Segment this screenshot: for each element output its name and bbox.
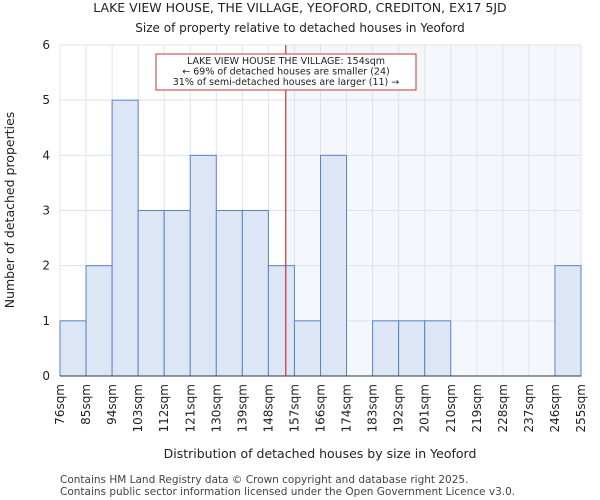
x-tick-label: 130sqm <box>209 384 223 432</box>
x-tick-label: 76sqm <box>53 384 67 425</box>
histogram-bar <box>372 320 400 377</box>
y-axis-label: Number of detached properties <box>2 112 17 309</box>
x-tick-label: 210sqm <box>444 384 458 432</box>
histogram-bar <box>424 320 452 377</box>
x-tick-label: 94sqm <box>105 384 119 425</box>
y-tick-label: 5 <box>42 93 50 107</box>
annotation-box <box>155 53 417 91</box>
y-tick-label: 4 <box>42 148 50 162</box>
footer-line-2: Contains public sector information licen… <box>60 486 515 498</box>
x-tick-label: 228sqm <box>496 384 510 432</box>
x-tick-label: 255sqm <box>574 384 588 432</box>
x-tick-label: 121sqm <box>183 384 197 432</box>
footer-line-1: Contains HM Land Registry data © Crown c… <box>60 474 468 486</box>
x-tick-label: 112sqm <box>157 384 171 432</box>
annotation-line: ← 69% of detached houses are smaller (24… <box>182 67 389 78</box>
histogram-bar <box>320 154 348 377</box>
annotation-line: LAKE VIEW HOUSE THE VILLAGE: 154sqm <box>187 56 385 67</box>
histogram-bar <box>163 210 191 377</box>
y-tick-label: 1 <box>42 314 50 328</box>
histogram-bar <box>267 265 295 377</box>
histogram-bar <box>398 320 426 377</box>
histogram-bar <box>189 154 217 377</box>
y-tick-label: 6 <box>42 38 50 52</box>
x-tick-label: 166sqm <box>314 384 328 432</box>
x-tick-label: 219sqm <box>470 384 484 432</box>
histogram-bar <box>59 320 87 377</box>
x-tick-label: 201sqm <box>418 384 432 432</box>
x-axis-label: Distribution of detached houses by size … <box>164 446 477 461</box>
histogram-bar <box>293 320 322 377</box>
histogram-bar <box>554 265 582 377</box>
x-tick-label: 85sqm <box>79 384 93 425</box>
histogram-bar <box>137 210 165 377</box>
x-tick-label: 103sqm <box>131 384 145 432</box>
plot-area: 0 1 2 3 4 5 6 76sqm 85sqm 94sqm 103sqm 112sqm 121sqm… <box>42 38 588 432</box>
annotation-line: 31% of semi-detached houses are larger (… <box>173 77 400 88</box>
chart-title: LAKE VIEW HOUSE, THE VILLAGE, YEOFORD, C… <box>93 0 506 15</box>
chart-subtitle: Size of property relative to detached ho… <box>135 21 464 35</box>
x-tick-label: 237sqm <box>522 384 536 432</box>
y-tick-label: 0 <box>42 369 50 383</box>
x-tick-label: 246sqm <box>548 384 562 432</box>
y-tick-label: 2 <box>42 259 50 273</box>
y-tick-label: 3 <box>42 204 50 218</box>
x-tick-label: 174sqm <box>340 384 354 432</box>
x-tick-label: 192sqm <box>392 384 406 432</box>
histogram-bar <box>85 265 113 377</box>
x-tick-label: 183sqm <box>366 384 380 432</box>
histogram-bar <box>241 210 269 377</box>
histogram-bar <box>215 210 243 377</box>
x-tick-label: 148sqm <box>261 384 275 432</box>
x-tick-label: 157sqm <box>287 384 301 432</box>
x-tick-label: 139sqm <box>235 384 249 432</box>
histogram-bar <box>111 99 139 377</box>
